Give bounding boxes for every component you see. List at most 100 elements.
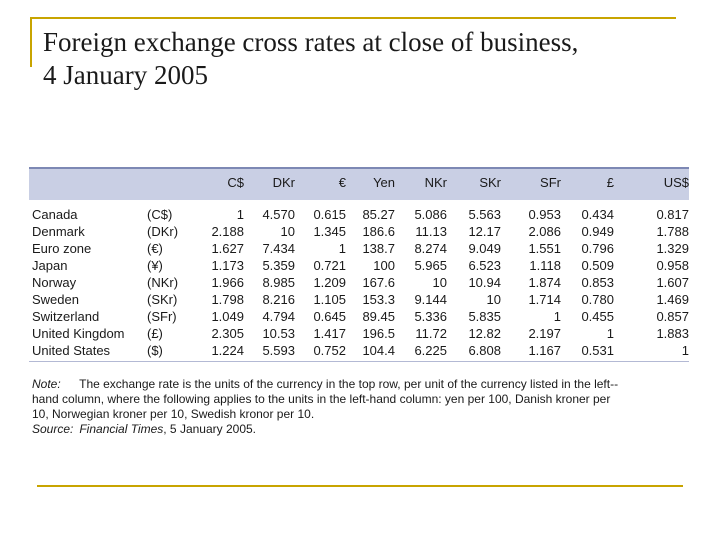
rate-cell: 1.469 bbox=[656, 292, 689, 307]
rate-cell: 5.086 bbox=[414, 207, 447, 222]
rate-cell: 5.563 bbox=[468, 207, 501, 222]
rate-cell: 0.853 bbox=[581, 275, 614, 290]
row-country: Switzerland bbox=[32, 309, 100, 324]
rate-cell: 1.714 bbox=[528, 292, 561, 307]
rate-cell: 1 bbox=[681, 343, 689, 358]
rate-cell: 10 bbox=[280, 224, 295, 239]
rate-cell: 0.455 bbox=[581, 309, 614, 324]
table-row: Switzerland (SFr) 1.049 4.794 0.645 89.45 5.33… bbox=[29, 309, 689, 326]
row-country: Euro zone bbox=[32, 241, 92, 256]
rate-cell: 0.857 bbox=[656, 309, 689, 324]
rate-cell: 12.17 bbox=[468, 224, 501, 239]
rate-cell: 2.188 bbox=[211, 224, 244, 239]
table-row: Euro zone (€) 1.627 7.434 1 138.7 8.274 9.049 1.… bbox=[29, 241, 689, 258]
rate-cell: 6.808 bbox=[468, 343, 501, 358]
left-rule bbox=[30, 17, 32, 67]
rate-cell: 1.883 bbox=[656, 326, 689, 341]
source-publication: Financial Times bbox=[79, 422, 164, 436]
rate-cell: 1.345 bbox=[313, 224, 346, 239]
column-header: DKr bbox=[272, 175, 295, 190]
cross-rates-table: C$ DKr € Yen NKr SKr SFr £ US$ Canada (C$) 1 4.570 0… bbox=[29, 167, 689, 445]
rate-cell: 1 bbox=[338, 241, 346, 256]
table-row: Denmark (DKr) 2.188 10 1.345 186.6 11.13 12.17 2… bbox=[29, 224, 689, 241]
column-header: SFr bbox=[540, 175, 561, 190]
rate-cell: 167.6 bbox=[362, 275, 395, 290]
rate-cell: 0.780 bbox=[581, 292, 614, 307]
note-line-3: 10, Norwegian kroner per 10, Swedish kro… bbox=[32, 407, 315, 421]
note-line-2: hand column, where the following applies… bbox=[32, 392, 611, 406]
rate-cell: 1.966 bbox=[211, 275, 244, 290]
rate-cell: 0.958 bbox=[656, 258, 689, 273]
rate-cell: 1.798 bbox=[211, 292, 244, 307]
rate-cell: 0.645 bbox=[313, 309, 346, 324]
rate-cell: 0.509 bbox=[581, 258, 614, 273]
rate-cell: 9.144 bbox=[414, 292, 447, 307]
row-currency-code: (C$) bbox=[147, 207, 173, 222]
rate-cell: 1.209 bbox=[313, 275, 346, 290]
rate-cell: 0.953 bbox=[528, 207, 561, 222]
column-header: US$ bbox=[663, 175, 689, 190]
rate-cell: 0.721 bbox=[313, 258, 346, 273]
rate-cell: 2.305 bbox=[211, 326, 244, 341]
rate-cell: 1.105 bbox=[313, 292, 346, 307]
row-currency-code: (€) bbox=[147, 241, 163, 256]
rate-cell: 2.086 bbox=[528, 224, 561, 239]
slide-title: Foreign exchange cross rates at close of… bbox=[43, 26, 693, 92]
row-country: United States bbox=[32, 343, 111, 358]
rate-cell: 1.788 bbox=[656, 224, 689, 239]
rate-cell: 9.049 bbox=[468, 241, 501, 256]
row-country: Canada bbox=[32, 207, 78, 222]
rate-cell: 1.224 bbox=[211, 343, 244, 358]
note-label: Note: bbox=[32, 377, 61, 391]
rate-cell: 7.434 bbox=[262, 241, 295, 256]
rate-cell: 0.531 bbox=[581, 343, 614, 358]
rate-cell: 153.3 bbox=[362, 292, 395, 307]
bottom-rule bbox=[37, 485, 683, 487]
column-header: Yen bbox=[373, 175, 395, 190]
row-currency-code: (£) bbox=[147, 326, 163, 341]
table-header bbox=[29, 167, 689, 200]
title-line-1: Foreign exchange cross rates at close of… bbox=[43, 27, 579, 57]
rate-cell: 12.82 bbox=[468, 326, 501, 341]
rate-cell: 1.874 bbox=[528, 275, 561, 290]
rate-cell: 0.615 bbox=[313, 207, 346, 222]
rate-cell: 1.627 bbox=[211, 241, 244, 256]
table-row: Norway (NKr) 1.966 8.985 1.209 167.6 10 10.94 1.… bbox=[29, 275, 689, 292]
rate-cell: 10.94 bbox=[468, 275, 501, 290]
rate-cell: 5.359 bbox=[262, 258, 295, 273]
rate-cell: 196.5 bbox=[362, 326, 395, 341]
table-row: Japan (¥) 1.173 5.359 0.721 100 5.965 6.523 1.11… bbox=[29, 258, 689, 275]
rate-cell: 8.985 bbox=[262, 275, 295, 290]
rate-cell: 1.417 bbox=[313, 326, 346, 341]
rate-cell: 11.72 bbox=[415, 326, 447, 341]
rate-cell: 2.197 bbox=[528, 326, 561, 341]
row-currency-code: (SKr) bbox=[147, 292, 178, 307]
rate-cell: 6.225 bbox=[414, 343, 447, 358]
row-currency-code: (SFr) bbox=[147, 309, 177, 324]
rate-cell: 1.167 bbox=[528, 343, 561, 358]
row-country: United Kingdom bbox=[32, 326, 125, 341]
source-label: Source: bbox=[32, 422, 74, 436]
rate-cell: 1.118 bbox=[529, 258, 561, 273]
table-row: Canada (C$) 1 4.570 0.615 85.27 5.086 5.563 0.95… bbox=[29, 207, 689, 224]
source-date: , 5 January 2005. bbox=[163, 422, 256, 436]
rate-cell: 1 bbox=[236, 207, 244, 222]
rate-cell: 1.049 bbox=[211, 309, 244, 324]
rate-cell: 4.570 bbox=[262, 207, 295, 222]
column-header: NKr bbox=[424, 175, 447, 190]
rate-cell: 5.965 bbox=[414, 258, 447, 273]
table-row: United Kingdom (£) 2.305 10.53 1.417 196.5 11.… bbox=[29, 326, 689, 343]
rate-cell: 0.817 bbox=[656, 207, 689, 222]
row-country: Denmark bbox=[32, 224, 85, 239]
column-header: £ bbox=[606, 175, 614, 190]
rate-cell: 5.336 bbox=[414, 309, 447, 324]
rate-cell: 0.752 bbox=[313, 343, 346, 358]
top-rule bbox=[30, 17, 676, 19]
table-note: Note: The exchange rate is the units of … bbox=[32, 377, 692, 437]
rate-cell: 5.593 bbox=[262, 343, 295, 358]
rate-cell: 10 bbox=[486, 292, 501, 307]
rate-cell: 186.6 bbox=[362, 224, 395, 239]
rate-cell: 138.7 bbox=[362, 241, 395, 256]
rate-cell: 85.27 bbox=[362, 207, 395, 222]
rate-cell: 89.45 bbox=[362, 309, 395, 324]
